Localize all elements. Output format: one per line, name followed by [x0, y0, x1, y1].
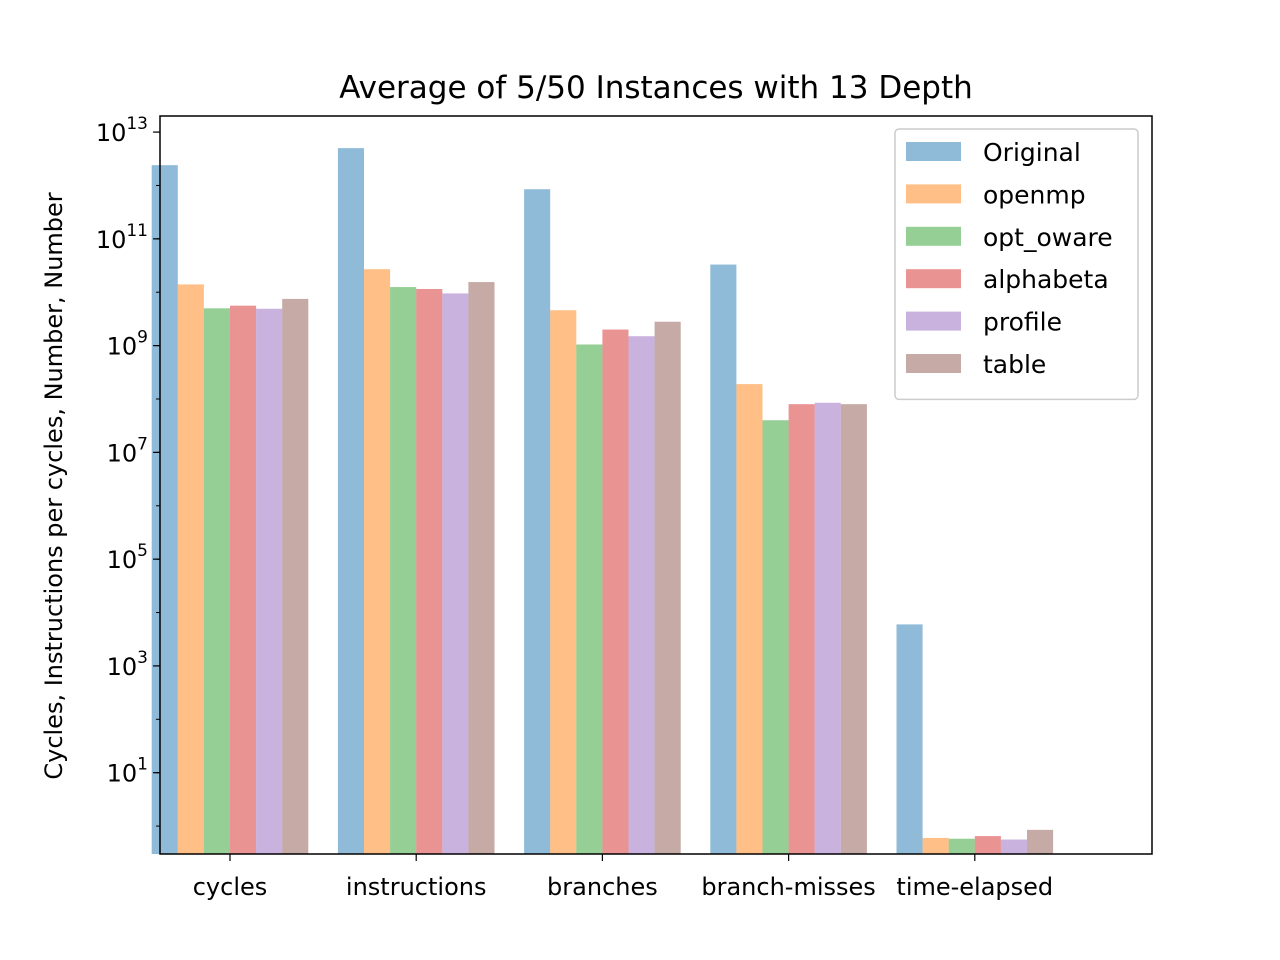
bar-opt_oware-branches [576, 344, 603, 854]
x-tick-label: branch-misses [701, 873, 875, 901]
x-tick-label: instructions [346, 873, 487, 901]
bar-Original-branches [524, 189, 551, 855]
bar-opt_oware-time-elapsed [948, 838, 975, 854]
bar-table-cycles [282, 298, 309, 854]
legend-label-openmp: openmp [983, 180, 1086, 209]
bar-table-instructions [468, 282, 495, 854]
bar-Original-instructions [337, 148, 364, 854]
bar-table-branch-misses [840, 404, 867, 854]
y-tick-label: 109 [107, 328, 148, 361]
y-tick-label: 105 [107, 541, 148, 574]
bar-table-time-elapsed [1027, 829, 1054, 854]
bar-profile-branches [628, 336, 655, 855]
legend-swatch-opt_oware [906, 226, 961, 246]
bar-alphabeta-branches [602, 329, 629, 854]
legend-swatch-openmp [906, 184, 961, 204]
bar-profile-instructions [442, 293, 469, 854]
bar-Original-branch-misses [710, 264, 737, 854]
bar-profile-branch-misses [814, 402, 841, 854]
bar-openmp-branch-misses [736, 384, 763, 854]
bar-table-branches [654, 321, 681, 854]
legend-label-opt_oware: opt_oware [983, 223, 1113, 252]
x-tick-label: branches [547, 873, 658, 901]
bar-alphabeta-time-elapsed [974, 836, 1001, 854]
bar-opt_oware-instructions [390, 287, 417, 854]
legend-swatch-profile [906, 311, 961, 331]
legend-swatch-table [906, 354, 961, 373]
x-tick-label: time-elapsed [896, 873, 1053, 901]
legend-label-profile: profile [983, 308, 1062, 337]
legend-label-table: table [983, 350, 1046, 379]
bar-openmp-cycles [177, 284, 204, 854]
y-tick-label: 107 [107, 434, 148, 467]
bar-opt_oware-cycles [203, 308, 230, 854]
x-axis-ticks: cycles instructions branches branch-misses t… [193, 854, 1053, 901]
legend-swatch-Original [906, 142, 961, 161]
bars-layer [151, 148, 1054, 855]
x-tick-label: cycles [193, 873, 268, 901]
bar-alphabeta-instructions [416, 288, 443, 854]
chart-title: Average of 5/50 Instances with 13 Depth [339, 70, 973, 106]
bar-Original-time-elapsed [896, 624, 923, 854]
bar-openmp-time-elapsed [922, 837, 949, 854]
bar-profile-time-elapsed [1000, 839, 1027, 854]
bar-alphabeta-branch-misses [788, 404, 815, 854]
bar-alphabeta-cycles [230, 305, 257, 854]
y-tick-label: 101 [107, 755, 148, 788]
bar-Original-cycles [151, 165, 178, 854]
legend: Original openmp opt_oware alphabeta profile t… [894, 128, 1139, 401]
bar-openmp-instructions [364, 269, 391, 854]
legend-swatch-alphabeta [906, 269, 961, 289]
legend-label-Original: Original [983, 138, 1081, 167]
bar-openmp-branches [550, 310, 577, 855]
bar-profile-cycles [256, 308, 283, 854]
y-tick-label: 1011 [96, 221, 148, 254]
plot-frame [159, 115, 1153, 855]
y-axis-ticks: 101 103 105 107 109 1011 1013 [96, 114, 160, 827]
y-tick-label: 103 [107, 648, 148, 681]
y-axis-label: Cycles, Instructions per cycles, Number,… [40, 192, 68, 779]
bar-opt_oware-branch-misses [762, 420, 789, 854]
y-tick-label: 1013 [96, 114, 148, 147]
legend-label-alphabeta: alphabeta [983, 265, 1109, 294]
